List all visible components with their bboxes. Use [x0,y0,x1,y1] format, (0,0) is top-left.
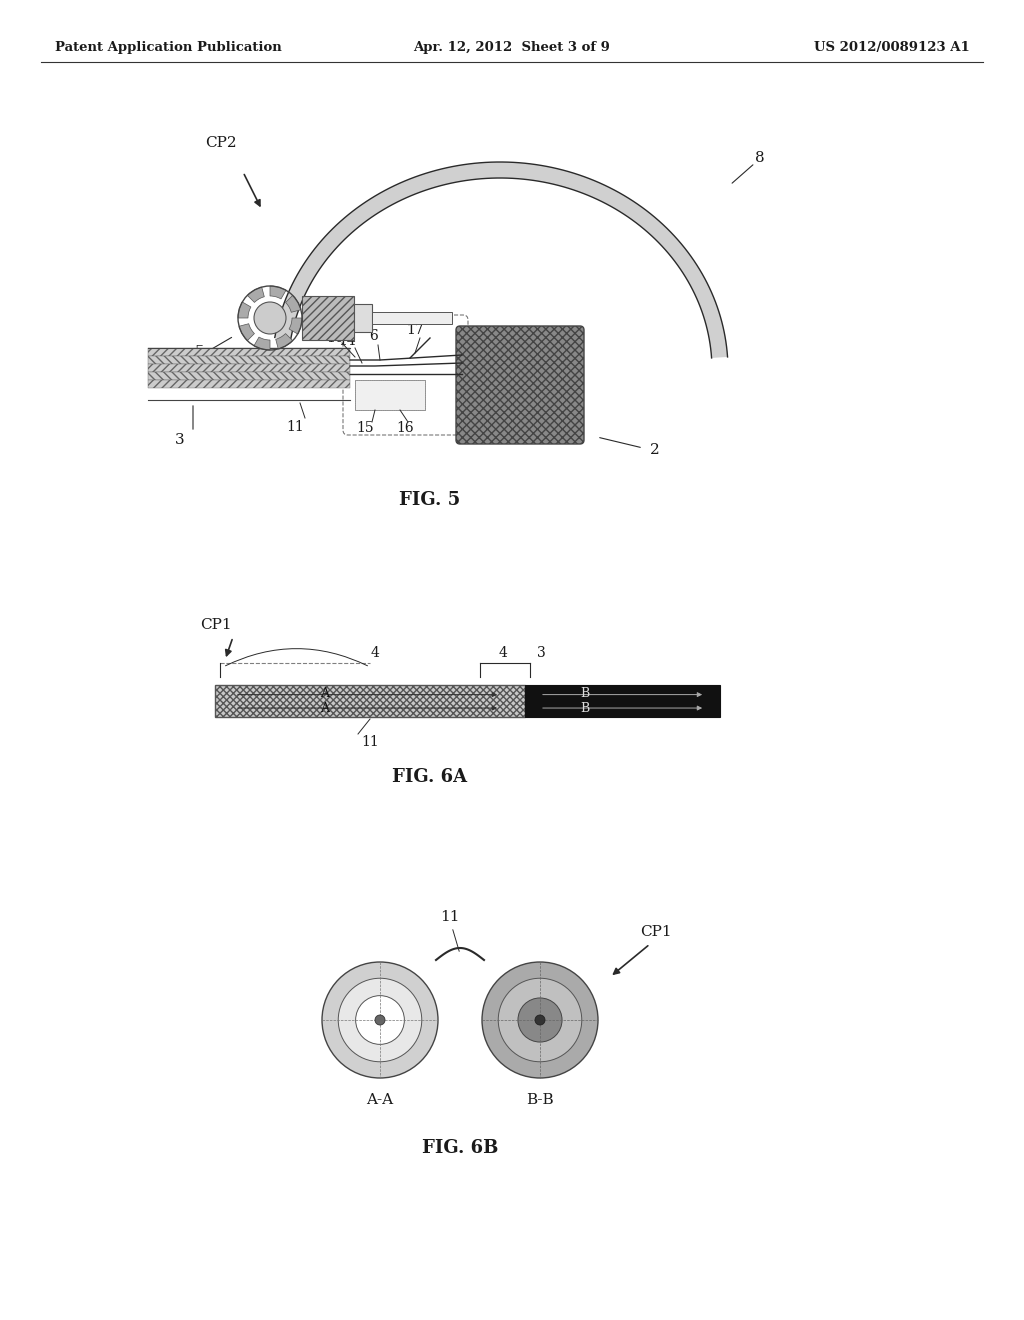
Text: 10: 10 [327,331,344,345]
Polygon shape [274,162,727,358]
Text: 11: 11 [440,909,460,924]
Wedge shape [238,302,251,318]
Text: CP2: CP2 [205,136,237,150]
Bar [148,348,350,356]
Wedge shape [239,323,254,341]
Circle shape [322,962,438,1078]
Bar [372,312,452,323]
Circle shape [518,998,562,1041]
Text: CP1: CP1 [200,618,231,632]
Text: 8: 8 [755,150,765,165]
Circle shape [375,1015,385,1026]
Text: 2: 2 [650,444,659,457]
Text: CP1: CP1 [640,925,672,939]
Text: B-B: B-B [526,1093,554,1107]
Bar [355,380,425,411]
Bar [148,356,350,364]
Wedge shape [270,286,286,298]
Text: B: B [581,688,590,701]
Text: FIG. 5: FIG. 5 [399,491,461,510]
Text: FIG. 6A: FIG. 6A [392,768,468,785]
Text: 15: 15 [356,421,374,436]
Text: A: A [321,688,330,701]
Text: 3: 3 [175,433,184,447]
Text: 16: 16 [396,421,414,436]
Bar [525,685,720,717]
Bar [302,296,354,341]
Text: A-A: A-A [367,1093,393,1107]
Bar [355,380,425,411]
Circle shape [499,978,582,1061]
Text: B: B [581,701,590,714]
Text: 5: 5 [195,345,205,359]
Circle shape [355,995,404,1044]
Text: 3: 3 [537,645,546,660]
Circle shape [482,962,598,1078]
Text: 11: 11 [286,420,304,434]
Wedge shape [254,337,270,350]
Bar [148,364,350,372]
Wedge shape [275,334,293,348]
Text: 11: 11 [361,735,379,748]
FancyBboxPatch shape [456,326,584,444]
Circle shape [338,978,422,1061]
Bar [215,685,525,717]
Circle shape [254,302,286,334]
Wedge shape [286,296,301,313]
Bar [354,304,372,333]
Text: 4: 4 [499,645,508,660]
Wedge shape [289,318,302,334]
Text: US 2012/0089123 A1: US 2012/0089123 A1 [814,41,970,54]
Text: 6: 6 [369,329,378,343]
Text: 14: 14 [338,334,356,348]
Text: A: A [321,701,330,714]
Text: Patent Application Publication: Patent Application Publication [55,41,282,54]
Text: Apr. 12, 2012  Sheet 3 of 9: Apr. 12, 2012 Sheet 3 of 9 [414,41,610,54]
Text: FIG. 6B: FIG. 6B [422,1139,499,1158]
Text: 4: 4 [371,645,380,660]
Circle shape [535,1015,545,1026]
Bar [148,372,350,380]
Wedge shape [248,286,264,302]
Text: 17: 17 [407,323,424,337]
Bar [148,380,350,388]
